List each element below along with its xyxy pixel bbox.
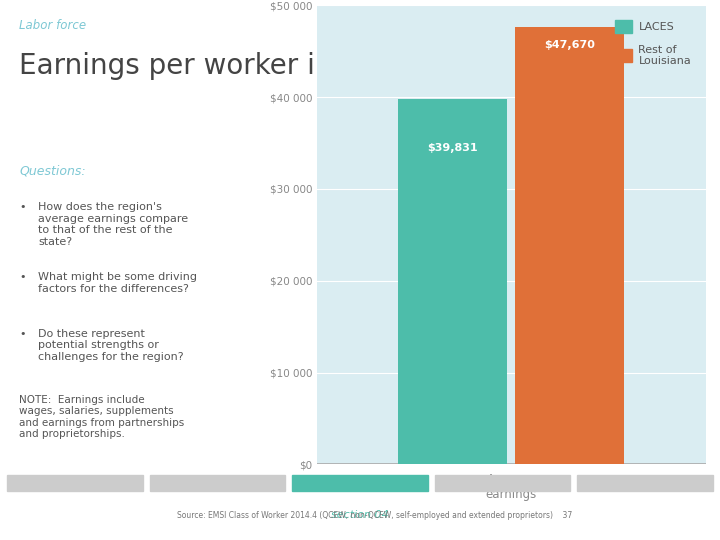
Text: NOTE:  Earnings include
wages, salaries, supplements
and earnings from partnersh: NOTE: Earnings include wages, salaries, … [19,395,184,440]
Text: •: • [19,329,25,339]
Bar [7,475,143,491]
Bar [577,475,713,491]
Text: Earnings per worker in 2014: Earnings per worker in 2014 [19,52,412,80]
Text: $39,831: $39,831 [428,143,478,153]
Text: Do these represent
potential strengths or
challenges for the region?: Do these represent potential strengths o… [38,329,184,362]
Bar [398,99,508,464]
Text: Labor force: Labor force [19,19,86,32]
Bar [435,475,570,491]
Text: section 04: section 04 [331,510,389,521]
Text: How does the region's
average earnings compare
to that of the rest of the
state?: How does the region's average earnings c… [38,202,188,247]
Text: Questions:: Questions: [19,164,86,178]
Text: •: • [19,202,25,212]
Text: Source: EMSI Class of Worker 2014.4 (QCEW, non-QCEW, self-employed and extended : Source: EMSI Class of Worker 2014.4 (QCE… [177,511,572,520]
Bar [150,475,285,491]
Legend: LACES, Rest of
Louisiana: LACES, Rest of Louisiana [606,11,700,75]
Text: $47,670: $47,670 [544,40,595,50]
Text: •: • [19,273,25,282]
Bar [515,27,624,464]
Bar [292,475,428,491]
Text: What might be some driving
factors for the differences?: What might be some driving factors for t… [38,273,197,294]
